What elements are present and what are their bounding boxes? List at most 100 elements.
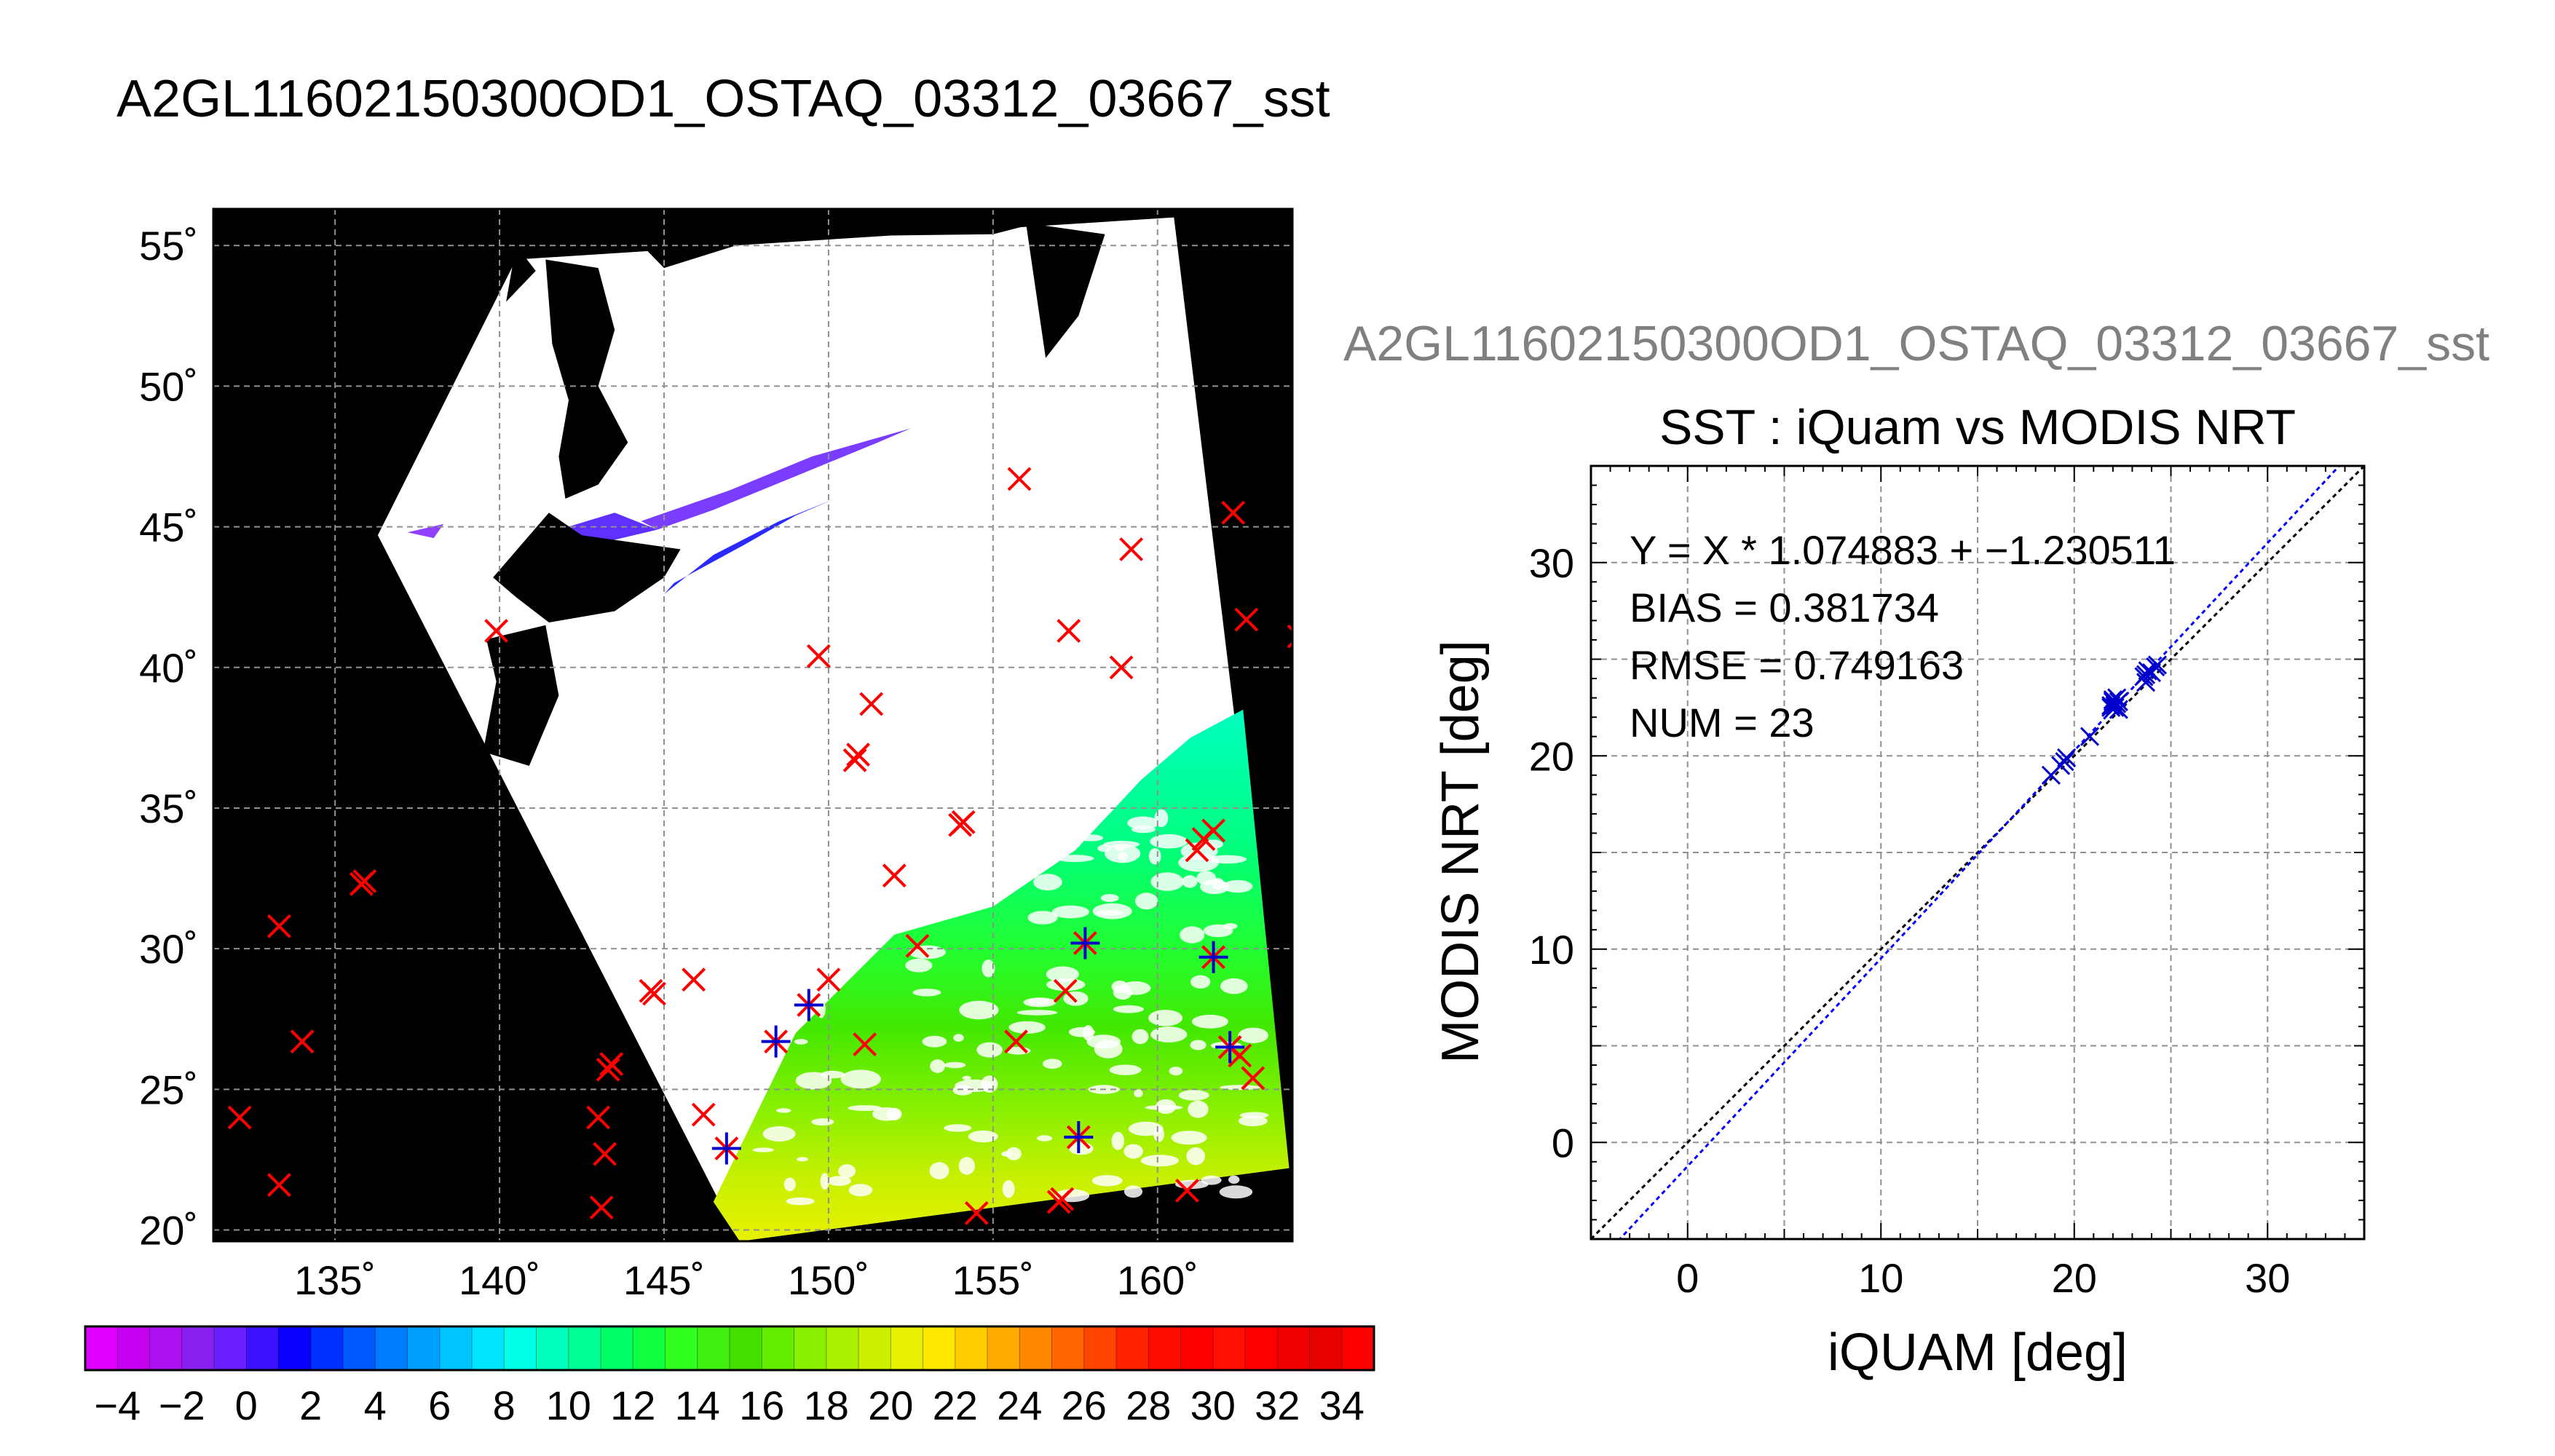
matchup-marker bbox=[1119, 537, 1144, 561]
map-y-tick-label: 45˚ bbox=[139, 505, 198, 550]
colorbar-cell bbox=[181, 1326, 215, 1370]
cloud-patch bbox=[1002, 1180, 1015, 1198]
cloud-patch bbox=[1207, 855, 1247, 864]
matchup-marker bbox=[1007, 467, 1032, 491]
cloud-patch bbox=[1219, 1185, 1253, 1199]
colorbar-cell bbox=[504, 1326, 537, 1370]
scatter-point bbox=[2136, 665, 2156, 684]
colorbar-cell bbox=[149, 1326, 183, 1370]
cloud-patch bbox=[786, 1197, 815, 1206]
marker-stroke bbox=[1201, 818, 1225, 843]
colorbar-cell bbox=[826, 1326, 859, 1370]
matchup-marker bbox=[1053, 978, 1078, 1003]
marker-stroke bbox=[1050, 1187, 1075, 1211]
fit-line bbox=[1618, 466, 2341, 1239]
marker-stroke bbox=[1007, 467, 1032, 491]
colorbar-cell bbox=[923, 1326, 956, 1370]
cloud-patch bbox=[1145, 1104, 1183, 1110]
matchup-marker bbox=[599, 1052, 624, 1076]
marker-stroke bbox=[352, 869, 377, 893]
map-y-tick-label: 25˚ bbox=[139, 1067, 198, 1112]
marker-stroke bbox=[2109, 700, 2128, 719]
colorbar-cell bbox=[117, 1326, 151, 1370]
matchup-marker bbox=[951, 810, 976, 834]
marker-stroke bbox=[905, 933, 930, 958]
cloud-patch bbox=[848, 1105, 882, 1112]
valid-matchup-marker bbox=[1070, 927, 1100, 960]
colorbar-cell bbox=[375, 1326, 408, 1370]
cloud-patch bbox=[1150, 1026, 1188, 1042]
marker-stroke bbox=[2109, 692, 2128, 711]
marker-stroke bbox=[842, 748, 867, 772]
colorbar-tick-label: 32 bbox=[1255, 1382, 1300, 1428]
cloud-patch bbox=[1238, 1115, 1268, 1127]
y-tick-label: 10 bbox=[1529, 927, 1574, 973]
colorbar-cell bbox=[987, 1326, 1020, 1370]
cloud-patch bbox=[981, 1075, 998, 1093]
cloud-patch bbox=[1169, 1067, 1183, 1076]
colorbar-tick-label: 24 bbox=[997, 1382, 1042, 1428]
scatter-point bbox=[2103, 690, 2122, 710]
marker-stroke bbox=[682, 968, 706, 992]
cloud-patch bbox=[1220, 978, 1248, 994]
cloud-patch bbox=[1220, 1085, 1260, 1091]
matchup-marker bbox=[642, 981, 666, 1006]
matchup-marker bbox=[816, 968, 841, 992]
colorbar-tick-label: 22 bbox=[933, 1382, 978, 1428]
cloud-patch bbox=[1016, 1010, 1058, 1016]
valid-matchup-marker bbox=[761, 1025, 791, 1058]
cloud-patch bbox=[1190, 1040, 1207, 1051]
marker-stroke bbox=[1221, 500, 1246, 525]
scatter-points bbox=[2041, 655, 2167, 785]
cloud-patch bbox=[922, 1035, 947, 1048]
marker-stroke bbox=[691, 1102, 716, 1127]
map-y-tick-label: 40˚ bbox=[139, 645, 198, 691]
matchup-marker bbox=[859, 692, 884, 716]
scatter-point bbox=[2107, 688, 2127, 708]
colorbar-cells bbox=[85, 1326, 1375, 1370]
colorbar-tick-label: 0 bbox=[235, 1382, 258, 1428]
colorbar-cell bbox=[310, 1326, 344, 1370]
cloud-patch bbox=[1191, 1014, 1228, 1029]
colorbar-cell bbox=[601, 1326, 633, 1370]
cloud-patch bbox=[808, 928, 846, 934]
marker-stroke bbox=[2057, 748, 2077, 767]
colorbar-cell bbox=[214, 1326, 247, 1370]
marker-stroke bbox=[1057, 619, 1081, 643]
map-x-tick-label: 150˚ bbox=[788, 1257, 869, 1303]
cold-sst-band bbox=[407, 523, 444, 539]
land-mass bbox=[483, 625, 559, 766]
cloud-patch bbox=[1078, 834, 1104, 842]
cloud-patch bbox=[944, 842, 979, 847]
y-tick-label: 0 bbox=[1552, 1120, 1574, 1166]
cloud-patch bbox=[1124, 1144, 1143, 1159]
marker-stroke bbox=[806, 644, 831, 668]
colorbar-tick-label: 2 bbox=[299, 1382, 322, 1428]
map-x-tick-label: 135˚ bbox=[294, 1257, 376, 1303]
stats-line: BIAS = 0.381734 bbox=[1630, 585, 1939, 630]
cloud-patch bbox=[868, 859, 904, 869]
scatter-subtitle: A2GL11602150300OD1_OSTAQ_03312_03667_sst bbox=[1343, 316, 2489, 371]
valid-matchup-markers bbox=[711, 927, 1245, 1165]
scatter-point bbox=[2136, 673, 2156, 692]
cloud-patch bbox=[930, 1059, 945, 1073]
cloud-patch bbox=[1094, 1040, 1123, 1059]
cloud-patch bbox=[776, 1108, 791, 1113]
land-masses bbox=[483, 217, 1105, 766]
colorbar-cell bbox=[794, 1326, 827, 1370]
cloud-patch bbox=[929, 1162, 949, 1179]
marker-stroke bbox=[2107, 688, 2127, 708]
marker-stroke bbox=[266, 1173, 291, 1198]
marker-stroke bbox=[1053, 978, 1078, 1003]
land-mass bbox=[545, 259, 628, 499]
colorbar-cell bbox=[697, 1326, 730, 1370]
cloud-patch bbox=[944, 1124, 972, 1132]
marker-stroke bbox=[2146, 657, 2165, 677]
matchup-marker bbox=[290, 1029, 315, 1054]
cloud-patch bbox=[777, 954, 794, 967]
matchup-marker bbox=[484, 619, 508, 643]
map-x-tick-label: 145˚ bbox=[623, 1257, 705, 1303]
x-tick-label: 10 bbox=[1858, 1255, 1903, 1301]
matchup-marker bbox=[1221, 500, 1246, 525]
